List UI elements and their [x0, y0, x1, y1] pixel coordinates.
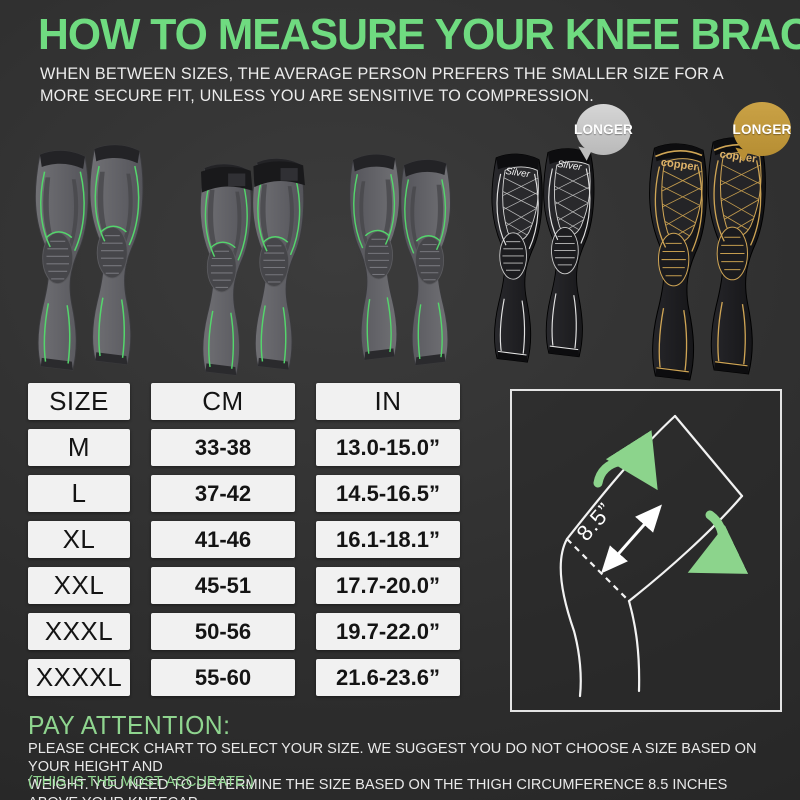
- page-title: HOW TO MEASURE YOUR KNEE BRACE: [38, 10, 800, 59]
- sleeve-brand-text: copper: [660, 157, 699, 174]
- rotation-arrow-icon: [593, 430, 658, 491]
- inch-range: 16.1-18.1”: [316, 521, 460, 558]
- longer-badge-silver: LONGER: [574, 104, 633, 155]
- size-label: XXXL: [28, 613, 130, 650]
- pay-attention-note: (THIS IS THE MOST ACCURATE.): [28, 773, 254, 790]
- cm-range: 55-60: [151, 659, 295, 696]
- pay-attention-body: PLEASE CHECK CHART TO SELECT YOUR SIZE. …: [28, 740, 765, 800]
- rotation-arrow-icon: [687, 510, 749, 574]
- subtitle-line-2: MORE SECURE FIT, UNLESS YOU ARE SENSITIV…: [40, 87, 594, 105]
- column-header-in: IN: [316, 383, 460, 420]
- knee-outline: [559, 414, 749, 698]
- size-chart-table: SIZE CM IN M 33-38 13.0-15.0” L 37-42 14…: [28, 383, 460, 696]
- brace-edge-dashed-line: [566, 538, 630, 602]
- inch-range: 19.7-22.0”: [316, 613, 460, 650]
- attention-body-line-1: PLEASE CHECK CHART TO SELECT YOUR SIZE. …: [28, 740, 757, 775]
- inch-range: 17.7-20.0”: [316, 567, 460, 604]
- measurement-arrow-icon: [601, 504, 662, 574]
- subtitle-line-1: WHEN BETWEEN SIZES, THE AVERAGE PERSON P…: [40, 65, 724, 83]
- cm-range: 37-42: [151, 475, 295, 512]
- cm-range: 45-51: [151, 567, 295, 604]
- inch-range: 21.6-23.6”: [316, 659, 460, 696]
- size-label: XXL: [28, 567, 130, 604]
- column-header-cm: CM: [151, 383, 295, 420]
- attention-body-line-2: WEIGHT. YOU NEED TO DETERMINE THE SIZE B…: [28, 776, 728, 800]
- column-header-size: SIZE: [28, 383, 130, 420]
- product-photo-silver-sleeves: Silver Silver: [464, 140, 614, 363]
- longer-badge-gold: LONGER: [733, 102, 791, 156]
- product-photo-gray-sleeves: [34, 144, 144, 371]
- cm-range: 50-56: [151, 613, 295, 650]
- sleeve-brand-text: Silver: [556, 159, 583, 173]
- inch-range: 13.0-15.0”: [316, 429, 460, 466]
- inch-range: 14.5-16.5”: [316, 475, 460, 512]
- product-photo-gray-sleeves-angled: [349, 153, 452, 366]
- sleeve-brand-text: Silver: [505, 166, 532, 180]
- product-photo-copper-sleeves: copper copper: [618, 128, 788, 381]
- size-label: L: [28, 475, 130, 512]
- measurement-diagram: 8.5”: [510, 389, 782, 712]
- cm-range: 41-46: [151, 521, 295, 558]
- size-label: XL: [28, 521, 130, 558]
- size-advice-subtitle: WHEN BETWEEN SIZES, THE AVERAGE PERSON P…: [40, 63, 724, 107]
- size-label: XXXXL: [28, 659, 130, 696]
- product-photo-gray-sleeves-straps: [172, 150, 324, 376]
- pay-attention-heading: PAY ATTENTION:: [28, 710, 231, 740]
- cm-range: 33-38: [151, 429, 295, 466]
- size-label: M: [28, 429, 130, 466]
